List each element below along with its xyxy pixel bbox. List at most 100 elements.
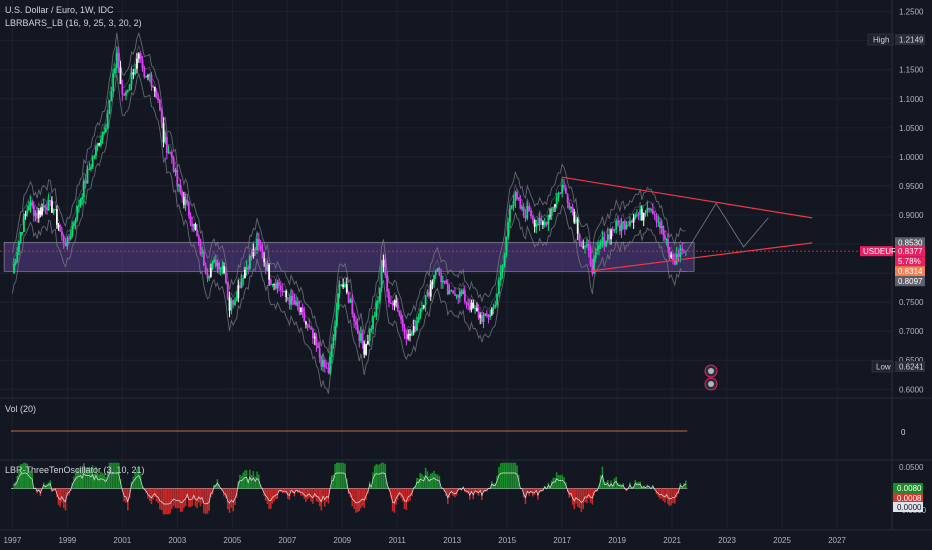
candle-body bbox=[150, 74, 153, 87]
candle-body bbox=[599, 243, 602, 246]
y-tick-label: 0.7000 bbox=[899, 327, 924, 336]
candle-body bbox=[538, 218, 541, 226]
candle-body bbox=[570, 207, 572, 209]
candle-body bbox=[96, 143, 99, 147]
candle-body bbox=[47, 200, 50, 211]
candle-body bbox=[290, 295, 293, 305]
price-badge bbox=[895, 266, 925, 277]
y-axis-labels: 1.25001.20001.15001.10001.05001.00000.95… bbox=[899, 8, 924, 395]
price-badge bbox=[860, 246, 893, 257]
candle-body bbox=[228, 297, 231, 311]
candle-body bbox=[429, 284, 432, 297]
candle-body bbox=[552, 206, 555, 209]
candle-body bbox=[472, 302, 475, 309]
candle-body bbox=[627, 225, 630, 227]
candle-body bbox=[91, 157, 94, 168]
candle-body bbox=[448, 290, 451, 295]
candle-body bbox=[165, 137, 168, 153]
candle-body bbox=[419, 309, 422, 318]
candle-body bbox=[239, 285, 241, 288]
y-tick-label: 0.9500 bbox=[899, 182, 924, 191]
candle-body bbox=[334, 326, 336, 337]
candle-body bbox=[148, 74, 151, 76]
price-series bbox=[0, 31, 892, 394]
candle-body bbox=[213, 259, 216, 262]
candle-body bbox=[505, 236, 508, 256]
candle-body bbox=[271, 284, 274, 286]
candle-body bbox=[266, 264, 269, 271]
candle-body bbox=[593, 258, 595, 274]
candle-body bbox=[561, 184, 564, 194]
candle-body bbox=[618, 225, 621, 232]
candle-body bbox=[510, 206, 513, 209]
candle-body bbox=[416, 320, 418, 331]
candle-body bbox=[153, 87, 156, 92]
candle-body bbox=[377, 300, 379, 303]
candle-body bbox=[407, 333, 410, 339]
candle-body bbox=[172, 157, 175, 172]
candle-body bbox=[594, 251, 597, 259]
candle-body bbox=[431, 281, 434, 285]
candle-body bbox=[356, 325, 359, 333]
candle-body bbox=[276, 282, 279, 289]
candle-body bbox=[204, 265, 207, 274]
event-markers[interactable] bbox=[704, 364, 718, 391]
candle-body bbox=[226, 282, 229, 298]
candle-body bbox=[452, 290, 455, 294]
candle-body bbox=[650, 209, 652, 211]
candle-body bbox=[197, 236, 200, 240]
candle-body bbox=[623, 221, 626, 230]
candle-body bbox=[214, 259, 217, 266]
candle-body bbox=[69, 235, 72, 239]
candle-body bbox=[395, 300, 398, 303]
svg-text:Low: Low bbox=[876, 363, 891, 372]
candle-body bbox=[384, 259, 387, 276]
candle-body bbox=[375, 302, 378, 317]
candle-body bbox=[23, 215, 25, 232]
candle-body bbox=[162, 122, 165, 143]
candle-body bbox=[112, 73, 115, 92]
candle-body bbox=[174, 169, 177, 172]
candle-body bbox=[620, 223, 623, 232]
candle-body bbox=[401, 319, 404, 328]
candle-body bbox=[106, 113, 109, 128]
candle-body bbox=[474, 308, 476, 310]
candle-body bbox=[608, 234, 611, 240]
candle-body bbox=[522, 206, 525, 216]
candle-body bbox=[482, 315, 485, 322]
candle-body bbox=[410, 332, 413, 336]
candle-body bbox=[169, 151, 172, 153]
candle-body bbox=[684, 251, 687, 253]
triangle-drawing[interactable] bbox=[562, 176, 813, 272]
candle-body bbox=[651, 209, 654, 215]
candle-body bbox=[145, 76, 148, 78]
x-tick-label: 2009 bbox=[333, 536, 351, 545]
candle-body bbox=[485, 313, 488, 316]
candle-body bbox=[479, 314, 482, 318]
y-tick-label: 0.7500 bbox=[899, 298, 924, 307]
candle-body bbox=[557, 192, 560, 198]
candle-body bbox=[39, 210, 42, 215]
candle-body bbox=[189, 215, 192, 224]
candle-body bbox=[673, 259, 676, 265]
candle-body bbox=[445, 280, 448, 284]
candle-body bbox=[412, 326, 415, 333]
candle-body bbox=[434, 270, 437, 276]
candle-body bbox=[322, 360, 324, 367]
candle-body bbox=[351, 299, 354, 315]
candle-body bbox=[613, 229, 616, 231]
candle-body bbox=[244, 269, 246, 279]
x-tick-label: 2011 bbox=[389, 536, 407, 545]
candle-body bbox=[103, 131, 106, 133]
candle-body bbox=[56, 209, 58, 225]
candle-body bbox=[463, 290, 466, 302]
candle-body bbox=[181, 191, 184, 197]
candle-body bbox=[158, 100, 161, 110]
candle-body bbox=[278, 282, 280, 286]
price-badge bbox=[895, 237, 925, 248]
candle-body bbox=[424, 295, 427, 305]
candle-body bbox=[360, 333, 362, 341]
candle-body bbox=[327, 367, 330, 374]
